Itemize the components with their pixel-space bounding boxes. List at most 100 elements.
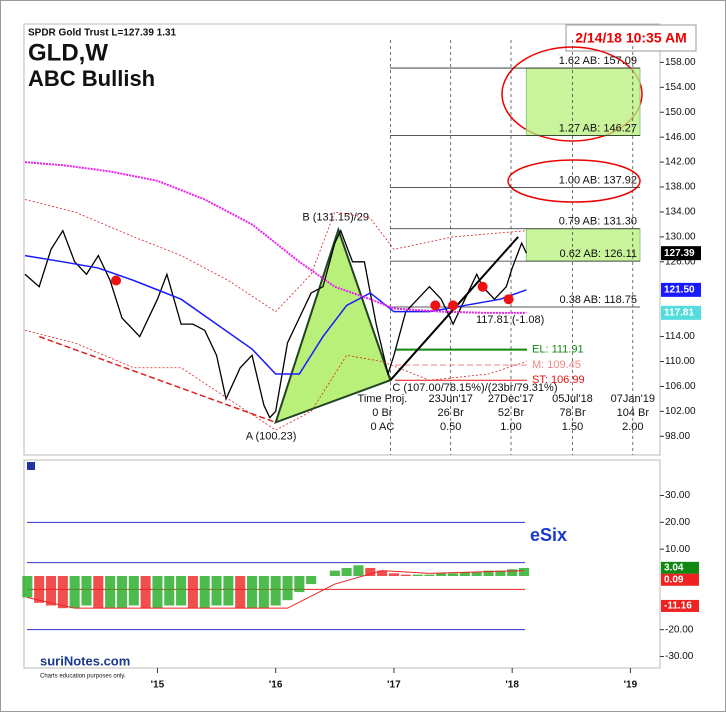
y-tick-label: 30.00 [665,490,690,501]
y-tick-label: 126.00 [665,256,696,267]
x-tick-label: '18 [505,680,519,691]
osc-bar [235,575,246,609]
osc-bar [199,575,210,609]
timestamp-box [565,24,697,52]
signal-dot [477,281,488,292]
osc-bar [211,575,222,606]
y-tick-label: 102.00 [665,406,696,417]
osc-bar [176,575,187,606]
panel-title: eSix [530,525,567,545]
y-tick-label: 98.00 [665,431,690,442]
fib-label: 0.38 AB: 118.75 [560,294,637,306]
osc-bar [22,575,33,598]
time-proj-label: Time Proj. [358,393,408,405]
series-line [24,254,527,375]
time-proj-label: 05Jul'18 [552,393,593,405]
y-tick-label: 138.00 [665,182,696,193]
osc-bar [341,567,352,576]
x-tick-label: '16 [269,680,283,691]
y-tick-label: 130.00 [665,232,696,243]
series-line [24,329,527,431]
pattern-label: A (100.23) [246,430,297,442]
x-tick-label: '15 [151,680,165,691]
fib-label: 0.79 AB: 131.30 [559,216,637,228]
osc-bar [459,571,470,576]
value-tag-label: -11.16 [664,601,692,612]
x-tick-label: '19 [624,680,638,691]
y-tick-label: 150.00 [665,107,696,118]
osc-bar [69,575,80,609]
osc-bar [128,575,139,606]
osc-bar [247,575,258,609]
time-proj-label: 23Jun'17 [429,393,473,405]
y-tick-label: 110.00 [665,356,695,367]
value-tag-label: 0.09 [664,574,684,585]
value-tag [661,573,699,586]
osc-bar [294,575,305,593]
y-tick-label: 146.00 [665,132,696,143]
osc-bar [258,575,269,609]
fib-label: 0.62 AB: 126.11 [560,248,637,260]
price-panel [23,23,661,456]
time-proj-label: 1.00 [500,421,521,433]
symbol-info: SPDR Gold Trust L=127.39 1.31 [28,28,177,39]
osc-bar [187,575,198,609]
osc-bar [436,573,447,576]
osc-bar [518,567,530,576]
osc-bar [495,570,506,576]
pattern-label: B (131.15)/29 [302,212,369,224]
osc-bar [424,574,435,576]
fib-label: 1.27 AB: 146.27 [559,122,637,134]
osc-bar [353,565,364,576]
y-tick-label: 114.00 [665,331,695,342]
target-label: ST: 106.99 [532,374,585,386]
x-tick-label: '17 [387,680,401,691]
series-line [24,199,527,313]
series-line [27,570,525,609]
value-tag-label: 3.04 [664,562,684,573]
osc-bar [45,575,57,606]
osc-bar [388,573,399,576]
signal-dot [503,294,514,305]
price-tag [661,282,701,297]
time-proj-label: 26 Br [438,407,465,419]
osc-bar [105,575,116,609]
osc-bar [306,575,317,585]
y-tick-label: 142.00 [665,157,696,168]
y-tick-label: 20.00 [665,517,690,528]
y-tick-label: -30.00 [665,651,694,662]
fib-label: 1.00 AB: 137.92 [559,174,637,186]
value-tag [661,599,699,612]
osc-bar [448,573,459,576]
y-tick-label: 106.00 [665,381,696,392]
value-tag [661,561,699,574]
osc-bar [471,571,482,576]
osc-bar [223,575,234,606]
time-proj-label: 78 Br [559,407,586,419]
osc-bar [140,575,151,609]
time-proj-label: 2.00 [622,421,643,433]
signal-dot [448,300,459,311]
stop-note: 117.81 (-1.08) [476,314,544,326]
logo: suriNotes.com [40,653,130,668]
abc-pattern [274,226,392,425]
osc-bar [164,575,175,606]
price-tag [661,305,701,320]
osc-bar [57,575,68,609]
osc-bar [412,574,423,576]
time-proj-label: 104 Br [617,407,650,419]
osc-bar [152,575,163,609]
logo-note: Charts education purposes only. [40,674,126,680]
time-proj-label: 27Dec'17 [488,393,534,405]
osc-panel [23,459,661,669]
time-proj-label: 07Jan'19 [611,393,655,405]
price-tag-label: 127.39 [664,248,695,259]
panel-marker [27,462,35,470]
osc-bar [270,575,281,606]
osc-bar [93,575,104,609]
osc-bar [365,567,376,576]
osc-bar [116,575,127,609]
y-tick-label: 134.00 [665,207,696,218]
osc-bar [400,574,411,576]
